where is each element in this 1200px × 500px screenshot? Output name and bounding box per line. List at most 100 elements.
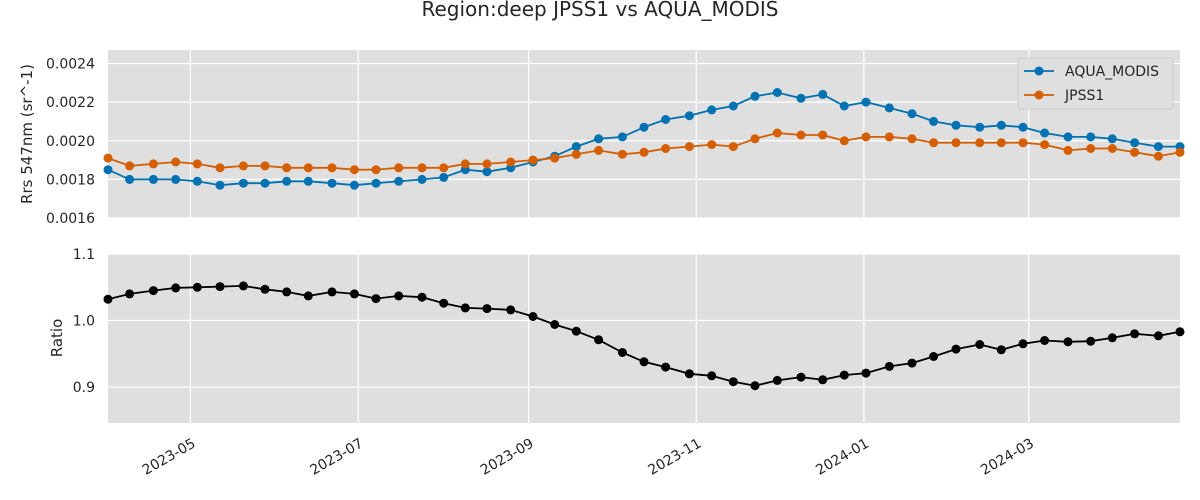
bottom-data-point — [171, 283, 181, 293]
bottom-data-point — [1107, 333, 1117, 343]
x-tick-label: 2023-07 — [307, 436, 366, 479]
legend-box — [1017, 57, 1174, 110]
top-data-point — [796, 93, 806, 103]
top-data-point — [796, 130, 806, 140]
top-data-point — [617, 132, 627, 142]
bottom-data-point — [103, 294, 113, 304]
top-data-point — [282, 176, 292, 186]
top-data-point — [394, 163, 404, 173]
bottom-data-point — [661, 362, 671, 372]
bottom-data-point — [907, 358, 917, 368]
top-data-point — [371, 178, 381, 188]
top-data-point — [260, 178, 270, 188]
legend-entry-jpss1: JPSS1 — [1024, 88, 1104, 104]
bottom-data-point — [1130, 329, 1140, 339]
top-data-point — [103, 153, 113, 163]
bottom-data-point — [417, 292, 427, 302]
top-data-point — [571, 149, 581, 159]
x-tick-label: 2023-11 — [646, 436, 705, 479]
bottom-y-axis-label: Ratio — [48, 319, 66, 358]
bottom-data-point — [1018, 339, 1028, 349]
bottom-data-point — [238, 281, 248, 291]
top-data-point — [996, 120, 1006, 130]
top-data-point — [772, 128, 782, 138]
bottom-y-tick-label: 1.1 — [73, 247, 95, 263]
top-data-point — [238, 161, 248, 171]
bottom-data-point — [125, 289, 135, 299]
top-panel: 0.0016 0.0018 0.0020 0.0022 0.0024 Rrs 547nm… — [18, 50, 1185, 227]
top-data-point — [148, 159, 158, 169]
top-data-point — [349, 180, 359, 190]
top-plot-background — [108, 50, 1180, 218]
bottom-plot-background — [108, 254, 1180, 423]
top-y-axis-label: Rrs 547nm (sr^-1) — [18, 64, 36, 204]
top-data-point — [1175, 147, 1185, 157]
top-data-point — [884, 103, 894, 113]
legend-label-jpss1: JPSS1 — [1064, 88, 1104, 104]
top-data-point — [327, 163, 337, 173]
bottom-data-point — [1040, 336, 1050, 345]
top-data-point — [238, 178, 248, 188]
top-data-point — [125, 174, 135, 184]
bottom-series — [103, 281, 1185, 391]
top-data-point — [215, 163, 225, 173]
bottom-panel: 0.9 1.0 1.1 Ratio — [48, 247, 1185, 423]
top-data-point — [482, 159, 492, 169]
top-y-tick-label: 0.0022 — [46, 95, 95, 111]
top-data-point — [707, 105, 717, 115]
top-data-point — [1018, 122, 1028, 132]
bottom-data-point — [796, 372, 806, 382]
bottom-data-point — [996, 345, 1006, 355]
top-data-point — [861, 97, 871, 107]
top-data-point — [975, 138, 985, 148]
top-data-point — [371, 165, 381, 175]
top-data-point — [996, 138, 1006, 148]
bottom-data-point — [371, 294, 381, 304]
top-y-tick-label: 0.0020 — [46, 134, 95, 150]
top-data-point — [125, 161, 135, 171]
top-data-point — [1063, 132, 1073, 142]
bottom-data-point — [215, 282, 225, 292]
top-data-point — [1086, 144, 1096, 153]
top-data-point — [639, 122, 649, 132]
top-data-point — [394, 176, 404, 186]
bottom-data-point — [1153, 331, 1163, 341]
chart-title: Region:deep JPSS1 vs AQUA_MODIS — [422, 0, 779, 21]
bottom-data-point — [506, 305, 516, 315]
bottom-data-point — [951, 344, 961, 354]
top-data-point — [772, 88, 782, 97]
top-data-point — [1153, 142, 1163, 152]
top-data-point — [1130, 138, 1140, 148]
top-data-point — [417, 163, 427, 173]
bottom-data-point — [349, 289, 359, 299]
bottom-data-point — [192, 282, 202, 292]
top-data-point — [439, 163, 449, 173]
bottom-data-point — [1175, 327, 1185, 337]
top-data-point — [303, 176, 313, 186]
bottom-data-point — [684, 369, 694, 379]
top-data-point — [303, 163, 313, 173]
top-series — [103, 88, 1185, 190]
top-y-tick-label: 0.0024 — [46, 57, 95, 73]
top-data-point — [1040, 128, 1050, 138]
bottom-data-point — [818, 375, 828, 385]
top-data-point — [617, 149, 627, 159]
bottom-data-point — [439, 298, 449, 308]
x-tick-label: 2023-09 — [478, 436, 537, 479]
top-data-point — [103, 165, 113, 175]
top-y-ticks: 0.0016 0.0018 0.0020 0.0022 0.0024 — [46, 57, 95, 227]
top-data-point — [1086, 132, 1096, 142]
top-data-point — [148, 174, 158, 184]
bottom-data-point — [839, 370, 849, 380]
bottom-data-point — [550, 320, 560, 329]
bottom-data-point — [772, 375, 782, 385]
bottom-data-point — [707, 371, 717, 381]
bottom-data-point — [1063, 337, 1073, 347]
bottom-y-tick-label: 0.9 — [73, 380, 95, 396]
top-data-point — [282, 163, 292, 173]
top-data-point — [482, 167, 492, 177]
bottom-data-point — [528, 312, 538, 321]
top-data-point — [929, 116, 939, 126]
bottom-y-ticks: 0.9 1.0 1.1 — [73, 247, 95, 396]
top-data-point — [192, 176, 202, 186]
